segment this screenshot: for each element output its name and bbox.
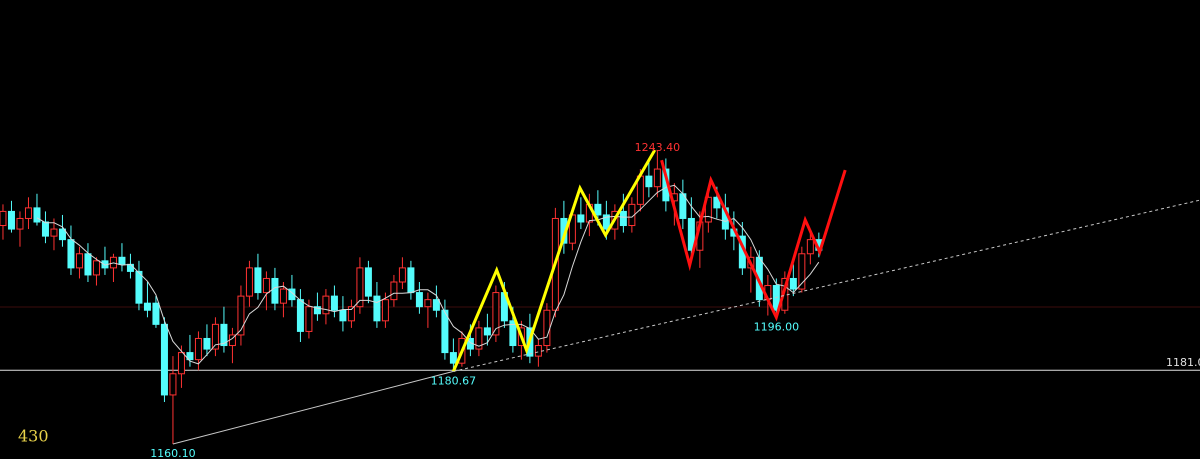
candle-body xyxy=(356,267,364,308)
candle-body xyxy=(143,302,151,311)
candle-body xyxy=(211,323,219,350)
candle-body xyxy=(619,210,627,227)
candle-body xyxy=(398,267,406,283)
candle-body xyxy=(364,267,372,297)
drawn-line xyxy=(660,159,847,322)
candle-body xyxy=(203,337,211,350)
candle-body xyxy=(798,253,806,290)
drawn-line xyxy=(452,149,657,372)
candle-body xyxy=(424,299,432,308)
candle-body xyxy=(220,323,228,347)
candle-body xyxy=(177,352,185,375)
moving-average xyxy=(36,184,820,365)
corner-text: 430 xyxy=(18,427,49,446)
candle-body xyxy=(687,217,695,251)
candle-body xyxy=(415,292,423,308)
candle-body xyxy=(475,327,483,350)
candle-body xyxy=(806,239,814,255)
candle-body xyxy=(432,299,440,311)
candle-body xyxy=(381,299,389,322)
reference-label: 1181.0 xyxy=(1166,356,1200,369)
candle-body xyxy=(347,306,355,322)
candle-body xyxy=(245,267,253,297)
drawn-line xyxy=(453,199,1200,372)
candle-body xyxy=(407,267,415,294)
candle-body xyxy=(449,352,457,364)
candle-body xyxy=(169,373,177,396)
candle-body xyxy=(322,295,330,315)
candle-body xyxy=(50,228,58,237)
candle-body xyxy=(262,277,270,294)
candle-body xyxy=(84,253,92,276)
candle-body xyxy=(279,288,287,304)
candle-body xyxy=(483,327,491,336)
price-annotation: 1243.40 xyxy=(635,141,681,154)
candle-body xyxy=(543,309,551,347)
candle-body xyxy=(126,263,134,272)
candle-body xyxy=(789,277,797,290)
candle-body xyxy=(254,267,262,294)
candle-body xyxy=(186,352,194,361)
candle-body xyxy=(390,281,398,301)
candle-body xyxy=(194,337,202,361)
candle-body xyxy=(577,214,585,223)
candle-body xyxy=(118,256,126,265)
candle-body xyxy=(441,309,449,354)
candle-body xyxy=(492,292,500,336)
candle-body xyxy=(313,306,321,315)
candle-body xyxy=(160,323,168,396)
candle-body xyxy=(602,214,610,230)
candle-body xyxy=(135,270,143,304)
candle-body xyxy=(339,309,347,322)
candle-body xyxy=(305,306,313,332)
price-annotation: 1196.00 xyxy=(754,320,800,333)
candle-body xyxy=(288,288,296,301)
candle-body xyxy=(24,207,32,219)
candle-body xyxy=(645,175,653,188)
candle-body xyxy=(75,253,83,269)
candle-body xyxy=(653,168,661,188)
candle-body xyxy=(704,196,712,223)
candle-body xyxy=(237,295,245,336)
candle-body xyxy=(296,299,304,332)
candle-body xyxy=(92,260,100,276)
candle-body xyxy=(271,277,279,304)
candle-body xyxy=(33,207,41,223)
candle-body xyxy=(713,196,721,209)
candle-body xyxy=(0,210,7,227)
price-annotation: 1180.67 xyxy=(431,374,477,387)
drawn-line xyxy=(172,370,454,445)
price-annotation: 1160.10 xyxy=(150,447,196,459)
candle-body xyxy=(7,210,15,230)
candle-body xyxy=(330,295,338,311)
candle-body xyxy=(16,217,24,230)
candle-body xyxy=(41,221,49,237)
candle-body xyxy=(509,320,517,347)
candle-body xyxy=(594,203,602,216)
candle-body xyxy=(67,239,75,269)
candle-body xyxy=(152,302,160,325)
candle-body xyxy=(534,345,542,357)
candle-body xyxy=(373,295,381,322)
candle-body xyxy=(772,285,780,311)
candle-body xyxy=(58,228,66,241)
